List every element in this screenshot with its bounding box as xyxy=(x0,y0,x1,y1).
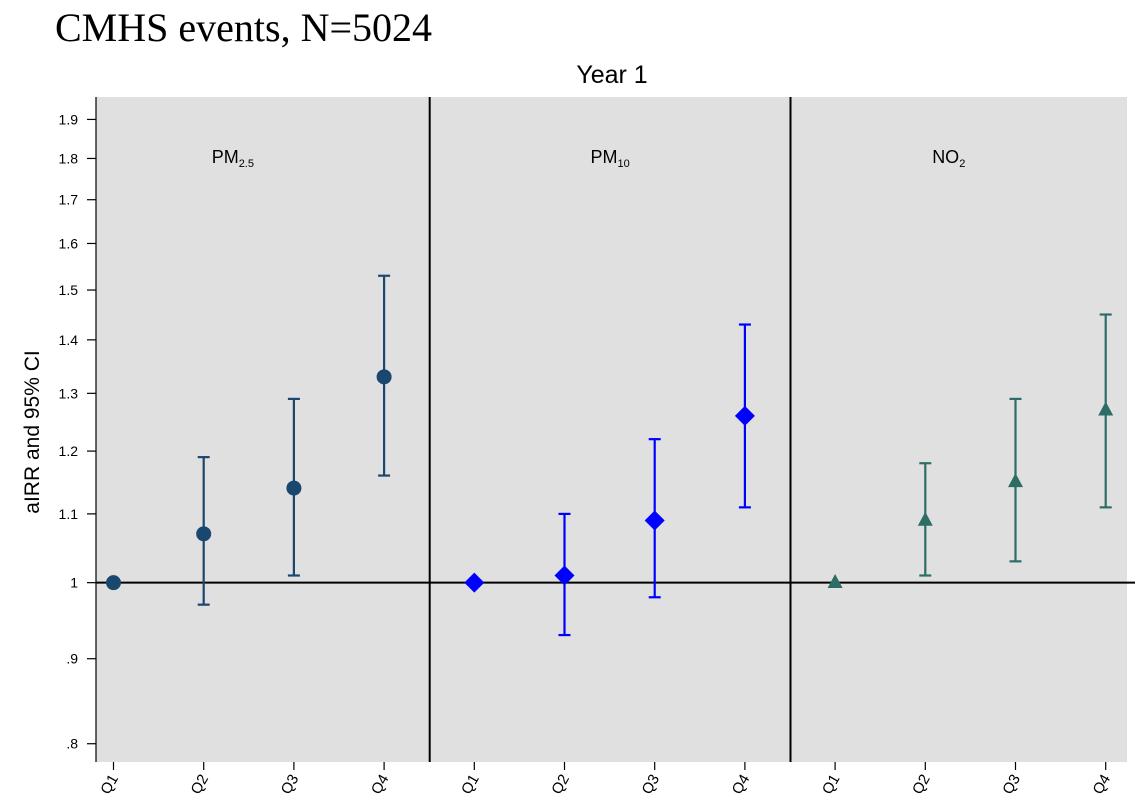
y-tick-label: 1.6 xyxy=(59,235,79,251)
y-tick-label: 1.1 xyxy=(59,506,79,522)
point-marker xyxy=(917,511,933,526)
y-axis-label: aIRR and 95% CI xyxy=(21,350,44,513)
point-marker xyxy=(196,526,212,542)
x-tick-label: Q3 xyxy=(999,772,1024,798)
panel-label-main: NO xyxy=(932,147,959,167)
y-tick-label: 1.8 xyxy=(59,150,79,166)
panel-label-subscript: 2 xyxy=(959,158,965,170)
point-marker xyxy=(286,480,302,496)
point-marker xyxy=(827,573,843,588)
x-tick-label: Q1 xyxy=(97,772,122,798)
x-tick-label: Q3 xyxy=(638,772,663,798)
y-tick-label: 1.9 xyxy=(59,111,79,127)
point-marker xyxy=(734,405,755,426)
x-axis-ticks: Q1 Q2 Q3 Q4 Q1 Q2 Q3 Q4 Q1 Q2 Q3 Q4 xyxy=(97,762,1114,797)
point-marker xyxy=(644,510,665,531)
panel-label: PM10 xyxy=(590,147,629,170)
panel-label: PM2.5 xyxy=(212,147,254,170)
point-marker xyxy=(376,369,392,385)
y-tick-label: 1.4 xyxy=(59,332,79,348)
y-tick-label: 1.7 xyxy=(59,192,79,208)
point-marker xyxy=(1098,401,1114,416)
panel-label-main: PM xyxy=(212,147,239,167)
y-tick-label: 1 xyxy=(70,575,78,591)
x-tick-label: Q2 xyxy=(187,772,212,798)
panel-labels: PM2.5 PM10 NO2 xyxy=(212,147,966,170)
y-tick-label: .9 xyxy=(66,651,78,667)
point-markers xyxy=(106,369,1114,593)
x-tick-label: Q2 xyxy=(909,772,934,798)
chart-title: Year 1 xyxy=(576,61,647,89)
plot-background xyxy=(96,97,1127,762)
panel-label-subscript: 2.5 xyxy=(239,158,254,170)
point-marker xyxy=(464,572,485,593)
point-marker xyxy=(106,575,121,591)
x-tick-label: Q4 xyxy=(729,772,754,798)
x-tick-label: Q3 xyxy=(278,772,303,798)
panel-dividers xyxy=(428,97,792,762)
point-marker xyxy=(554,565,575,586)
y-tick-label: 1.3 xyxy=(59,385,79,401)
panel-label-main: PM xyxy=(590,147,617,167)
point-marker xyxy=(1008,473,1023,488)
y-tick-label: .8 xyxy=(66,736,78,752)
y-tick-label: 1.5 xyxy=(59,282,79,298)
panel-label-subscript: 10 xyxy=(617,158,629,170)
x-tick-label: Q1 xyxy=(458,772,483,798)
x-tick-label: Q2 xyxy=(548,772,573,798)
y-axis-ticks: .8 .9 1 1.1 1.2 1.3 1.4 1.5 1.6 1.7 1.8 1.9 xyxy=(59,111,96,752)
x-tick-label: Q1 xyxy=(819,772,844,798)
panel-label: NO2 xyxy=(932,147,965,170)
x-tick-label: Q4 xyxy=(1089,772,1114,798)
y-tick-label: 1.2 xyxy=(59,443,79,459)
x-tick-label: Q4 xyxy=(368,772,393,798)
page-title: CMHS events, N=5024 xyxy=(55,5,433,50)
